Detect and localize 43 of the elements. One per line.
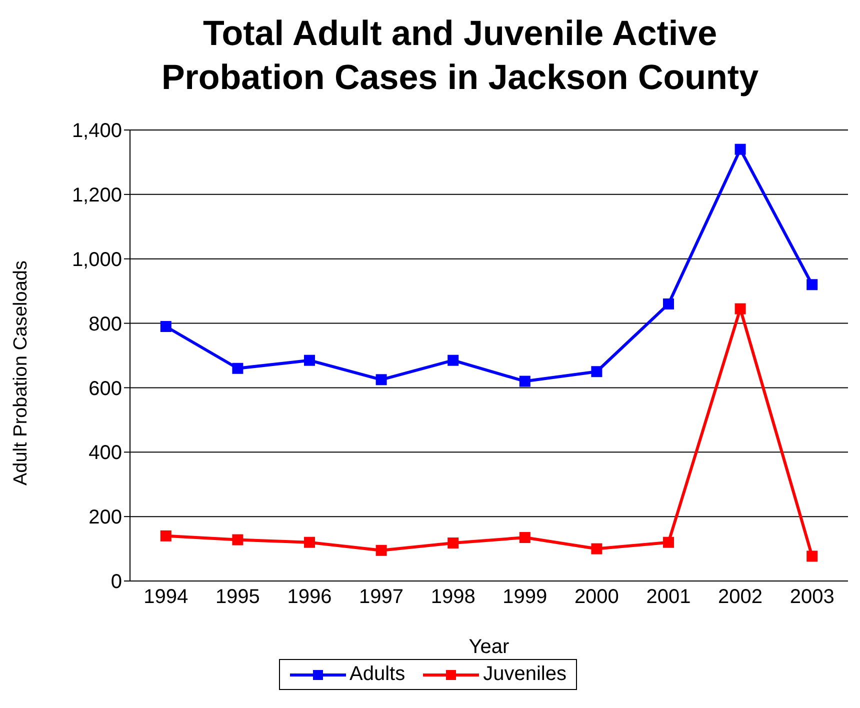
x-axis-title: Year — [468, 636, 510, 658]
y-tick-label: 0 — [110, 571, 122, 594]
point — [734, 303, 746, 314]
y-tick-label: 1,200 — [72, 184, 122, 207]
x-tick-label: 1997 — [359, 586, 404, 608]
point — [734, 144, 746, 155]
x-tick-label: 1996 — [287, 586, 332, 608]
x-tick-label: 1994 — [144, 586, 188, 608]
point — [806, 550, 818, 562]
point — [160, 530, 172, 542]
y-tick-label: 1,000 — [72, 248, 122, 271]
x-tick-label: 1995 — [215, 586, 260, 608]
y-tick-label: 400 — [88, 442, 122, 464]
y-tick-label: 1,400 — [72, 120, 122, 142]
point — [519, 376, 530, 387]
point — [519, 532, 530, 544]
legend-label: Adults — [348, 663, 406, 686]
point — [591, 543, 602, 554]
point — [663, 298, 674, 310]
x-tick-label: 2001 — [646, 586, 691, 608]
point — [160, 321, 172, 332]
y-tick-label: 200 — [88, 506, 122, 529]
point — [806, 279, 818, 290]
legend-label: Juveniles — [482, 663, 566, 686]
point — [232, 534, 244, 546]
point — [591, 366, 602, 378]
point — [304, 536, 315, 548]
point — [232, 362, 244, 374]
y-axis-title: Adult Probation Caseloads — [10, 260, 32, 486]
x-tick-label: 1999 — [502, 586, 548, 608]
x-tick-label: 2003 — [790, 586, 834, 608]
x-tick-label: 1998 — [430, 586, 476, 608]
chart-title: Total Adult and Juvenile Active Probation Cases in Jackson County — [160, 13, 760, 99]
point — [663, 536, 674, 548]
y-tick-label: 600 — [88, 378, 122, 400]
point — [376, 374, 387, 386]
y-tick-label: 800 — [88, 313, 122, 336]
point — [376, 544, 387, 556]
point — [448, 354, 459, 366]
x-tick-label: 2002 — [718, 586, 763, 608]
x-tick-label: 2000 — [574, 586, 619, 608]
point — [448, 537, 459, 548]
point — [304, 354, 315, 366]
